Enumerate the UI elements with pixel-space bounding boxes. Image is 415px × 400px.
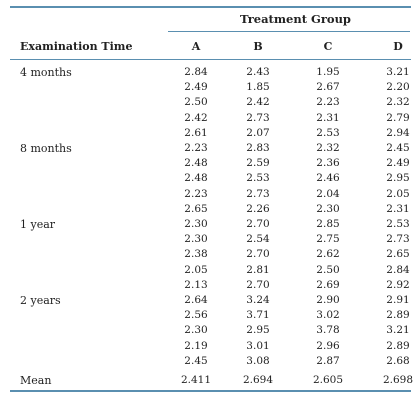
table-cell: 2.26 xyxy=(246,202,270,215)
table-cell: 2.31 xyxy=(386,202,410,215)
table-cell: 2.68 xyxy=(386,354,410,367)
table-cell: 2.62 xyxy=(316,248,340,261)
table-cell: 2.89 xyxy=(386,339,410,352)
table-cell: 2.69 xyxy=(316,278,340,291)
table-cell: 3.01 xyxy=(246,339,270,352)
treatment-group-rule xyxy=(168,31,410,32)
table-cell: 1.95 xyxy=(316,66,340,78)
table-cell: 2.90 xyxy=(316,294,340,306)
group-label: 1 year xyxy=(20,218,56,231)
table-cell: 2.70 xyxy=(246,218,270,230)
table-cell: 2.30 xyxy=(184,324,208,337)
table-cell: 2.85 xyxy=(316,218,340,230)
table-cell: 2.53 xyxy=(316,126,340,139)
table-cell: 2.70 xyxy=(246,278,270,291)
table-cell: 2.65 xyxy=(184,202,208,215)
table-cell: 2.81 xyxy=(246,263,270,276)
table-cell: 3.21 xyxy=(386,66,410,78)
table-cell: 2.64 xyxy=(184,294,208,306)
table-cell: 3.08 xyxy=(246,354,270,367)
table-cell: 2.94 xyxy=(386,126,410,139)
table-cell: 2.92 xyxy=(386,278,410,291)
table-cell: 2.30 xyxy=(184,218,208,230)
table-cell: 2.46 xyxy=(316,172,340,185)
treatment-group-title: Treatment Group xyxy=(240,12,351,26)
table-cell: 3.78 xyxy=(316,324,340,337)
table-cell: 2.67 xyxy=(316,81,340,94)
mean-cell: 2.698 xyxy=(382,374,414,386)
table-cell: 3.21 xyxy=(386,324,410,337)
table-cell: 2.23 xyxy=(316,96,340,109)
group-label: 8 months xyxy=(20,142,72,155)
table-cell: 2.31 xyxy=(316,111,340,124)
table-cell: 2.95 xyxy=(386,172,410,185)
group-label: 4 months xyxy=(20,66,72,79)
table-cell: 2.70 xyxy=(246,248,270,261)
column-header-b: B xyxy=(253,40,263,53)
table-cell: 2.32 xyxy=(316,142,340,154)
table-cell: 2.73 xyxy=(246,187,270,200)
table-top-rule xyxy=(10,6,411,8)
table-cell: 2.59 xyxy=(246,157,270,170)
column-header-d: D xyxy=(393,40,403,53)
table-cell: 2.48 xyxy=(184,157,208,170)
table-cell: 2.95 xyxy=(246,324,270,337)
table-cell: 2.73 xyxy=(386,233,410,246)
table-cell: 2.89 xyxy=(386,309,410,322)
table-cell: 2.83 xyxy=(246,142,270,154)
table-cell: 2.50 xyxy=(184,96,208,109)
table-cell: 2.07 xyxy=(246,126,270,139)
table-cell: 2.05 xyxy=(184,263,208,276)
mean-cell: 2.411 xyxy=(180,374,212,386)
table-cell: 2.84 xyxy=(184,66,208,78)
table-cell: 2.43 xyxy=(246,66,270,78)
table-cell: 2.42 xyxy=(184,111,208,124)
table-cell: 2.75 xyxy=(316,233,340,246)
header-rule xyxy=(10,59,411,60)
table-cell: 2.20 xyxy=(386,81,410,94)
table-cell: 2.61 xyxy=(184,126,208,139)
table-cell: 2.38 xyxy=(184,248,208,261)
table-cell: 2.84 xyxy=(386,263,410,276)
table-cell: 2.91 xyxy=(386,294,410,306)
table-cell: 2.04 xyxy=(316,187,340,200)
table-cell: 2.56 xyxy=(184,309,208,322)
table-cell: 1.85 xyxy=(246,81,270,94)
table-cell: 2.45 xyxy=(184,354,208,367)
column-header-a: A xyxy=(191,40,201,53)
table-cell: 2.48 xyxy=(184,172,208,185)
table-cell: 2.73 xyxy=(246,111,270,124)
table-cell: 2.32 xyxy=(386,96,410,109)
mean-cell: 2.605 xyxy=(312,374,344,386)
table-cell: 2.05 xyxy=(386,187,410,200)
table-cell: 2.13 xyxy=(184,278,208,291)
examination-time-header: Examination Time xyxy=(20,40,133,53)
table-cell: 2.53 xyxy=(386,218,410,230)
table-cell: 2.30 xyxy=(316,202,340,215)
table-cell: 2.50 xyxy=(316,263,340,276)
group-label: 2 years xyxy=(20,294,61,307)
table-cell: 3.02 xyxy=(316,309,340,322)
table-cell: 2.87 xyxy=(316,354,340,367)
column-header-c: C xyxy=(323,40,333,53)
table-cell: 2.45 xyxy=(386,142,410,154)
table-cell: 3.24 xyxy=(246,294,270,306)
table-cell: 2.36 xyxy=(316,157,340,170)
table-cell: 2.23 xyxy=(184,187,208,200)
table-cell: 2.65 xyxy=(386,248,410,261)
table-cell: 2.42 xyxy=(246,96,270,109)
table-cell: 3.71 xyxy=(246,309,270,322)
table-cell: 2.49 xyxy=(184,81,208,94)
table-cell: 2.53 xyxy=(246,172,270,185)
table-bottom-rule xyxy=(10,390,411,392)
table-cell: 2.54 xyxy=(246,233,270,246)
mean-label: Mean xyxy=(20,374,52,387)
table-cell: 2.96 xyxy=(316,339,340,352)
table-cell: 2.30 xyxy=(184,233,208,246)
table-cell: 2.19 xyxy=(184,339,208,352)
mean-cell: 2.694 xyxy=(242,374,274,386)
table-cell: 2.49 xyxy=(386,157,410,170)
table-cell: 2.79 xyxy=(386,111,410,124)
table-cell: 2.23 xyxy=(184,142,208,154)
